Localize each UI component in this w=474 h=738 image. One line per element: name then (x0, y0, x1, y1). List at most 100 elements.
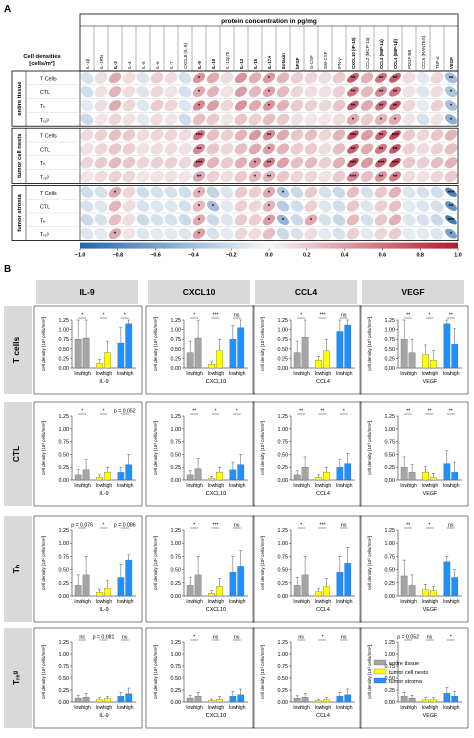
significance-label: ns (448, 523, 454, 529)
panel-label-a: A (4, 4, 11, 15)
x-axis-label: CCL4 (316, 491, 330, 497)
x-tick-label: low (186, 483, 194, 489)
significance-mark: * (450, 117, 453, 123)
bar (82, 574, 90, 597)
cytokine-label: IL-15 (253, 58, 258, 69)
heatmap-cell (136, 142, 150, 155)
heatmap-cell (234, 86, 248, 98)
x-axis-label: CCL4 (316, 379, 330, 385)
colorbar-tick-label: 0.2 (303, 253, 311, 259)
y-axis-label: cell density [10³ cells/mm²] (153, 317, 158, 371)
x-axis-label: CXCL10 (206, 607, 226, 613)
significance-mark: ** (267, 175, 272, 181)
significance-mark: * (198, 104, 201, 110)
heatmap-cell (444, 86, 458, 98)
bar-chart-grid: IL-9 CXCL10 CCL4 VEGF T cells 0.00 0.25 0.50 0.7… (4, 280, 469, 729)
heatmap-cell (290, 99, 304, 112)
y-tick-label: 1.00 (385, 541, 396, 547)
y-tick-label: 1.00 (385, 652, 396, 658)
significance-label: * (102, 313, 104, 319)
significance-label: *** (319, 313, 325, 319)
heatmap-cell (234, 113, 248, 125)
y-axis-label: cell density [10³ cells/mm²] (367, 421, 372, 475)
heatmap-cell (150, 186, 164, 199)
heatmap-cell (150, 170, 164, 183)
significance-mark: *** (350, 175, 358, 181)
heatmap-cell (304, 143, 318, 155)
heatmap-cell (444, 143, 458, 155)
y-tick-label: 0.00 (171, 594, 182, 600)
bar (74, 585, 82, 597)
heatmap-cell (290, 72, 304, 84)
significance-mark: * (268, 76, 271, 82)
heatmap-cell (94, 214, 108, 226)
x-tick-label: low (74, 483, 82, 489)
x-tick-label: low (315, 599, 323, 605)
x-tick-label: high (124, 483, 134, 489)
heatmap-cell (290, 113, 304, 126)
colorbar-tick-label: 0.0 (265, 253, 273, 259)
colorbar-tick-label: −0.6 (150, 253, 161, 259)
heatmap-cell (150, 200, 164, 212)
bar (194, 696, 202, 703)
heatmap-cell (332, 113, 346, 126)
heatmap-cell (402, 129, 416, 141)
heatmap-cell (94, 99, 108, 112)
heatmap-cell (360, 186, 374, 199)
y-tick-label: 0.00 (59, 700, 70, 706)
heatmap-cell (318, 129, 332, 141)
heatmap-cell (136, 227, 150, 240)
subplot-frame (252, 515, 362, 623)
cytokine-label: PDGF BB (407, 50, 412, 69)
heatmap-cell (416, 200, 430, 212)
x-tick-label: high (450, 371, 460, 377)
heatmap-cell (122, 129, 136, 141)
heatmap-cell (193, 157, 205, 168)
heatmap-cell (150, 227, 164, 240)
y-tick-label: 1.25 (59, 528, 70, 534)
heatmap-cell (416, 113, 430, 126)
bar (96, 592, 103, 597)
x-tick-label: high (103, 371, 113, 377)
heatmap-cell (108, 129, 122, 141)
heatmap-cell (248, 143, 262, 155)
y-tick-label: 1.00 (59, 541, 70, 547)
bar (301, 467, 309, 481)
heatmap-cell (276, 157, 290, 169)
bar (451, 696, 459, 703)
heatmap-cell (402, 186, 416, 199)
x-tick-label: low (186, 599, 194, 605)
significance-mark: * (268, 90, 271, 96)
heatmap-cell (164, 214, 178, 226)
bar (315, 591, 322, 597)
y-tick-label: 0.50 (59, 347, 70, 353)
significance-mark: *** (392, 161, 400, 167)
heatmap-cell (94, 200, 108, 212)
significance-label: * (343, 409, 345, 415)
heatmap-cell (318, 214, 332, 226)
heatmap-cell (388, 227, 402, 240)
y-tick-label: 0.25 (171, 356, 182, 362)
significance-mark: * (310, 218, 313, 224)
bar (344, 563, 352, 597)
legend-swatch (373, 677, 387, 684)
colorbar-tick-label: −0.2 (226, 253, 237, 259)
bar (82, 337, 90, 369)
heatmap-cell (374, 113, 388, 125)
heatmap-cell (346, 227, 360, 240)
heatmap-cell (304, 157, 318, 169)
bar (117, 577, 125, 597)
heatmap-cell (262, 228, 276, 240)
bar (301, 574, 309, 597)
x-tick-label: low (443, 371, 451, 377)
significance-label: * (124, 313, 126, 319)
significance-mark: * (268, 104, 271, 110)
heatmap-cell (178, 186, 192, 199)
heatmap-cell (80, 200, 94, 212)
heatmap-cell (332, 85, 346, 98)
x-axis-label: CXCL10 (206, 379, 226, 385)
heatmap-cell (360, 157, 374, 169)
heatmap-cell (416, 156, 430, 169)
heatmap-cell (276, 214, 290, 226)
colorbar-tick-label: −1.0 (75, 253, 86, 259)
